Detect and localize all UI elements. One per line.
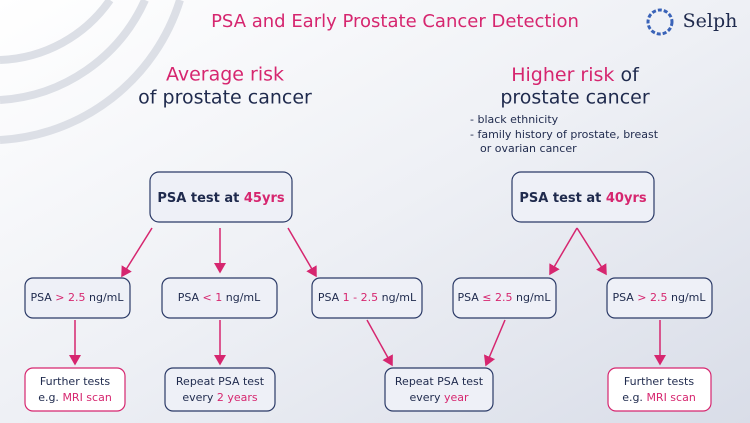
node-label: Repeat PSA test	[395, 375, 484, 388]
node-part: ng/mL	[513, 291, 552, 304]
node-box	[384, 367, 494, 412]
node-part: 2 years	[217, 391, 258, 404]
node-part: e.g.	[38, 391, 62, 404]
node-label: every 2 years	[182, 391, 258, 404]
node-box	[149, 171, 293, 223]
title: PSA and Early Prostate Cancer Detection	[211, 11, 579, 32]
node-label: Repeat PSA test	[176, 375, 265, 388]
node-label: Further tests	[40, 375, 110, 388]
criterion: - black ethnicity	[470, 113, 559, 126]
arrows	[69, 227, 666, 367]
heading: prostate cancer	[500, 87, 650, 109]
node-part: ng/mL	[222, 291, 261, 304]
node-part: ng/mL	[378, 291, 417, 304]
node-part: year	[444, 391, 469, 404]
logo-text: Selph	[683, 10, 738, 32]
node-part: ng/mL	[668, 291, 707, 304]
node-part: ng/mL	[86, 291, 125, 304]
node-box	[164, 367, 276, 412]
node-label: PSA > 2.5 ng/mL	[30, 291, 124, 304]
node-label: PSA < 1 ng/mL	[178, 291, 261, 304]
node-part: e.g.	[622, 391, 646, 404]
node-box	[606, 277, 713, 319]
logo: Selph	[646, 8, 738, 36]
node-part: every	[409, 391, 444, 404]
node-part: > 2.5	[637, 291, 667, 304]
node-part: MRI scan	[62, 391, 111, 404]
node-label: Further tests	[624, 375, 694, 388]
node-part: PSA	[30, 291, 55, 304]
node-label: PSA test at 40yrs	[519, 191, 646, 206]
heading: Higher risk of	[511, 64, 640, 86]
node-part: PSA	[612, 291, 637, 304]
node-label: PSA > 2.5 ng/mL	[612, 291, 706, 304]
node-box	[24, 277, 131, 319]
node-part: MRI scan	[646, 391, 695, 404]
node-label: PSA ≤ 2.5 ng/mL	[457, 291, 551, 304]
node-box	[24, 367, 126, 412]
node-part: PSA	[178, 291, 203, 304]
node-part: < 1	[203, 291, 223, 304]
heading: of prostate cancer	[138, 87, 312, 109]
decor-arcs	[0, 0, 184, 144]
node-part: PSA test at	[519, 191, 606, 206]
heading-part: of	[614, 64, 640, 86]
node-box	[511, 171, 655, 223]
node-part: PSA	[457, 291, 482, 304]
node-part: PSA test at	[157, 191, 244, 206]
node-box	[311, 277, 423, 319]
node-box	[161, 277, 278, 319]
node-label: every year	[409, 391, 469, 404]
node-box	[607, 367, 712, 412]
node-part: PSA	[318, 291, 343, 304]
node-part: 45yrs	[244, 191, 285, 206]
node-label: e.g. MRI scan	[38, 391, 112, 404]
node-label: e.g. MRI scan	[622, 391, 696, 404]
node-part: every	[182, 391, 217, 404]
node-label: PSA 1 - 2.5 ng/mL	[318, 291, 417, 304]
criterion: - family history of prostate, breast	[470, 128, 659, 141]
node-label: PSA test at 45yrs	[157, 191, 284, 206]
node-part: > 2.5	[55, 291, 85, 304]
heading: Average risk	[166, 64, 284, 86]
heading-part: Higher risk	[511, 64, 614, 86]
criterion: or ovarian cancer	[480, 142, 577, 155]
node-part: 40yrs	[606, 191, 647, 206]
node-part: ≤ 2.5	[482, 291, 512, 304]
node-box	[452, 277, 557, 319]
node-part: 1 - 2.5	[343, 291, 378, 304]
